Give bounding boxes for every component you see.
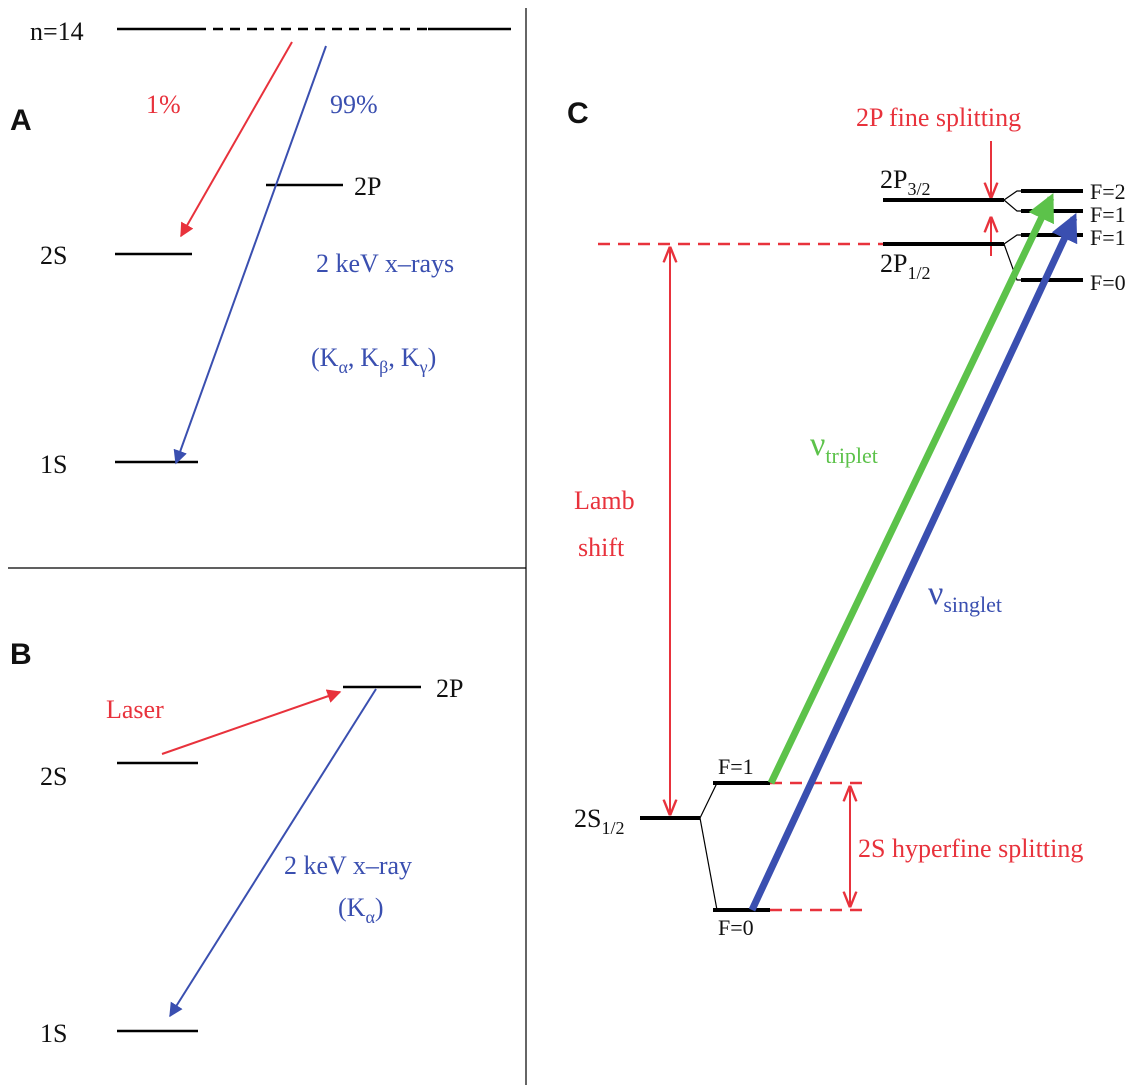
label-1pct: 1% [146, 90, 181, 119]
f2-label-p32: F=2 [1090, 179, 1126, 204]
xray-arrow-b [169, 688, 377, 1018]
p12-split-connector-lower [1003, 243, 1021, 281]
lamb-label: Lamb [574, 486, 635, 515]
xray-line-b: (Kα) [338, 893, 384, 927]
xray-lines-a: (Kα, Kβ, Kγ) [311, 343, 436, 377]
p32-split-connector-lower [1003, 199, 1021, 212]
p12-split-connector [1003, 234, 1021, 245]
panel-b-label: B [10, 638, 32, 671]
fine-splitting-label: 2P fine splitting [856, 103, 1021, 132]
level-1s-a-label: 1S [40, 450, 67, 479]
panel-a-label: A [10, 104, 32, 137]
level-2s-a-label: 2S [40, 241, 67, 270]
level-2s-b-label: 2S [40, 762, 67, 791]
nu-singlet-label: νsinglet [928, 575, 1002, 617]
f0-label-p12: F=0 [1090, 270, 1126, 295]
level-2s12-label: 2S1/2 [574, 804, 624, 838]
level-2p-a-label: 2P [354, 172, 381, 201]
hyperfine-label: 2S hyperfine splitting [858, 834, 1083, 863]
panel-c-label: C [567, 97, 589, 130]
s12-split-connector-lower [699, 817, 720, 911]
p32-split-connector [1003, 190, 1021, 201]
s12-split-connector-upper [699, 782, 720, 819]
arrow-99pct [173, 45, 327, 465]
level-2p-b-label: 2P [436, 674, 463, 703]
shift-label: shift [578, 533, 625, 562]
level-1s-b-label: 1S [40, 1019, 67, 1048]
level-2p32-label: 2P3/2 [880, 165, 930, 199]
f1-label-p12: F=1 [1090, 225, 1126, 250]
xray-label-a: 2 keV x–rays [316, 249, 454, 278]
nu-triplet-arrow [767, 192, 1055, 785]
level-n14-label: n=14 [30, 17, 84, 46]
laser-label: Laser [106, 695, 164, 724]
nu-singlet-arrow [748, 212, 1078, 912]
f0-label-s: F=0 [718, 915, 754, 940]
xray-label-b: 2 keV x–ray [284, 851, 412, 880]
nu-triplet-label: νtriplet [810, 426, 878, 468]
f1-label-p32: F=1 [1090, 202, 1126, 227]
level-2p12-label: 2P1/2 [880, 249, 930, 283]
label-99pct: 99% [330, 90, 378, 119]
laser-arrow [161, 689, 342, 755]
arrow-1pct [180, 41, 293, 238]
f1-label-s: F=1 [718, 754, 754, 779]
